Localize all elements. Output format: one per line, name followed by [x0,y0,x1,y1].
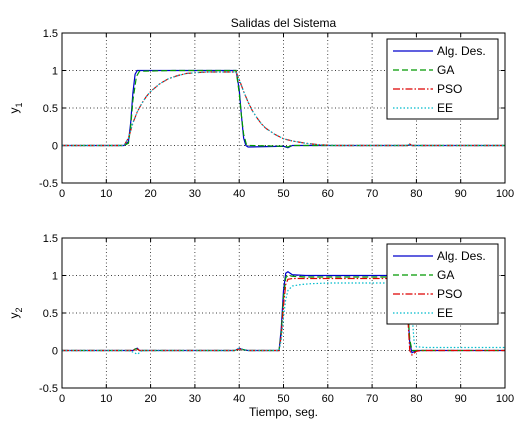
x-tick-label: 90 [455,188,467,200]
legend-label: Alg. Des. [437,249,486,263]
legend-box [386,38,499,120]
x-axis-label: Tiempo, seg. [249,405,318,419]
legend: Alg. Des. GA PSO EE [386,243,499,325]
x-tick-label: 70 [366,393,378,405]
y-axis-label: y1 [7,102,24,113]
legend-label: GA [437,63,454,77]
legend-label: PSO [437,287,462,301]
legend-box [386,243,499,325]
y-tick-label: 0 [52,141,58,153]
legend-label: Alg. Des. [437,44,486,58]
axes-border [61,32,506,184]
legend-label: EE [437,306,453,320]
x-tick-label: 80 [410,393,422,405]
x-tick-label: 90 [455,393,467,405]
legend: Alg. Des. GA PSO EE [386,38,499,120]
chart-title: Salidas del Sistema [231,16,337,30]
top-subplot: 0 10 20 30 40 50 60 70 80 90 100-0.500.511.5Salida… [7,16,514,200]
y-tick-label: 1.5 [43,28,58,40]
legend-label: EE [437,101,453,115]
x-tick-label: 30 [189,188,201,200]
x-tick-label: 70 [366,188,378,200]
y-tick-label: 1.5 [43,233,58,245]
x-tick-label: 80 [410,188,422,200]
y-axis-label-main: y [7,108,21,114]
x-tick-label: 0 [59,393,65,405]
x-tick-label: 20 [144,188,156,200]
x-tick-label: 100 [496,188,514,200]
y-tick-label: 1 [52,66,58,78]
y-tick-label: 0.5 [43,308,58,320]
series-group [62,69,505,149]
x-tick-label: 60 [322,393,334,405]
x-tick-label: 20 [144,393,156,405]
y-axis-label: y2 [7,307,24,318]
y-axis-label-main: y [7,313,21,319]
x-tick-label: 0 [59,188,65,200]
x-tick-label: 40 [233,188,245,200]
x-tick-label: 50 [277,393,289,405]
x-tick-label: 30 [189,393,201,405]
bottom-subplot: 0 10 20 30 40 50 60 70 80 90 100-0.500.511.5Tiempo… [7,233,514,419]
y-tick-label: -0.5 [39,178,58,190]
x-tick-label: 10 [100,393,112,405]
y-tick-label: 0 [52,346,58,358]
x-tick-label: 100 [496,393,514,405]
series-line-pso [62,277,505,356]
axes-border [61,237,506,389]
y-tick-label: 1 [52,271,58,283]
legend-label: PSO [437,82,462,96]
x-tick-label: 40 [233,393,245,405]
series-line-ee [62,71,505,147]
x-tick-label: 60 [322,188,334,200]
x-tick-label: 50 [277,188,289,200]
y-tick-label: 0.5 [43,103,58,115]
x-tick-label: 10 [100,188,112,200]
y-tick-label: -0.5 [39,383,58,395]
y-axis-label-subscript: 2 [14,307,24,312]
legend-label: GA [437,268,454,282]
y-axis-label-subscript: 1 [14,102,24,107]
